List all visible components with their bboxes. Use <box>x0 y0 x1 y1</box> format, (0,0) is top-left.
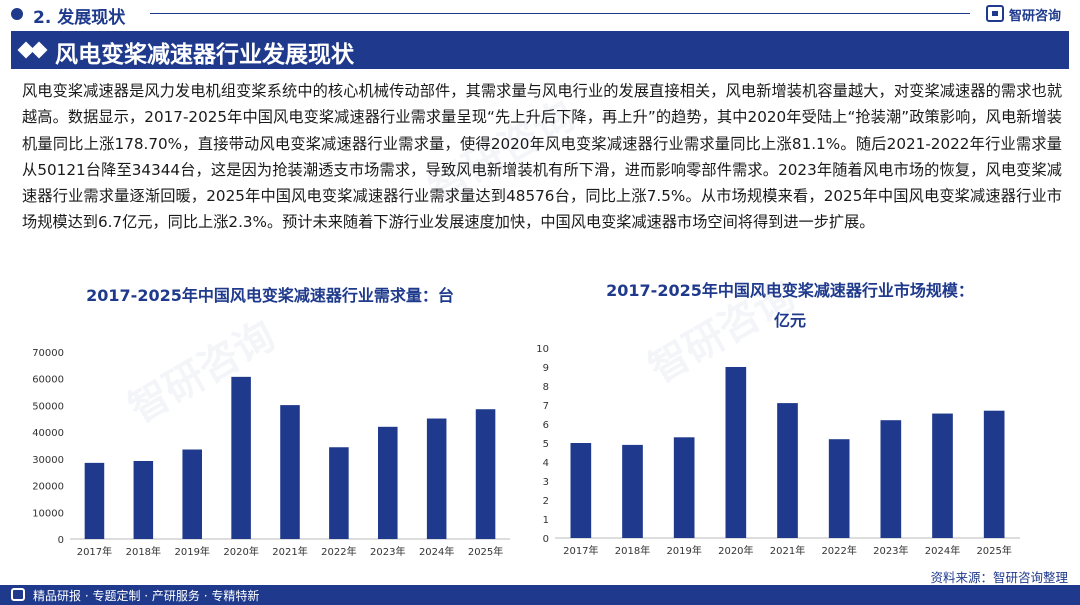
brand-logo-icon <box>986 5 1004 22</box>
demand-bar-chart: 0 10000 20000 30000 40000 50000 60000 70000 2017… <box>32 348 510 558</box>
y-tick-label: 8 <box>543 382 549 393</box>
bar-2017年 <box>570 443 592 538</box>
chart-title-market-size: 2017-2025年中国风电变桨减速器行业市场规模：亿元 <box>606 281 974 330</box>
bar-2024年 <box>426 418 447 539</box>
x-tick-label: 2024年 <box>419 545 454 558</box>
x-tick-label: 2020年 <box>718 544 753 557</box>
y-tick-label: 40000 <box>32 428 64 439</box>
y-tick-label: 10000 <box>32 508 64 519</box>
bar-2025年 <box>983 410 1005 538</box>
x-tick-label: 2017年 <box>563 544 598 557</box>
bar-2025年 <box>475 409 496 539</box>
x-tick-label: 2018年 <box>615 544 650 557</box>
y-tick-label: 0 <box>58 535 64 546</box>
section-dot-icon <box>11 8 23 20</box>
bar-2020年 <box>725 367 747 538</box>
y-tick-label: 70000 <box>32 348 64 359</box>
section-label: 2. 发展现状 <box>33 8 126 28</box>
y-tick-label: 10 <box>536 344 549 355</box>
bar-2019年 <box>182 449 202 539</box>
y-tick-label: 7 <box>543 401 549 412</box>
y-tick-label: 20000 <box>32 482 64 493</box>
y-tick-label: 50000 <box>32 401 64 412</box>
title-banner: 风电变桨减速器行业发展现状 <box>11 31 1069 69</box>
x-tick-label: 2025年 <box>468 545 503 558</box>
body-paragraph: 风电变桨减速器是风力发电机组变桨系统中的核心机械传动部件，其需求量与风电行业的发… <box>22 82 1062 232</box>
y-tick-label: 1 <box>543 515 549 526</box>
bar-2017年 <box>84 462 105 539</box>
x-tick-label: 2022年 <box>321 545 356 558</box>
y-tick-label: 6 <box>543 420 549 431</box>
top-bar: 2. 发展现状 智研咨询 <box>0 0 1080 28</box>
bar-2022年 <box>828 439 850 538</box>
x-tick-label: 2025年 <box>976 544 1011 557</box>
bar-2023年 <box>880 420 902 538</box>
x-tick-label: 2018年 <box>126 545 161 558</box>
y-tick-label: 3 <box>543 477 549 488</box>
x-tick-label: 2020年 <box>223 545 258 558</box>
y-tick-label: 5 <box>543 439 549 450</box>
footer-logo-icon <box>11 588 25 601</box>
y-tick-label: 9 <box>543 363 549 374</box>
y-tick-label: 2 <box>543 496 549 507</box>
x-tick-label: 2023年 <box>370 545 405 558</box>
bar-2022年 <box>329 447 349 539</box>
x-tick-label: 2022年 <box>821 544 856 557</box>
top-divider <box>150 13 970 14</box>
footer-bar: 精品研报 · 专题定制 · 产研服务 · 专精特新 <box>0 585 1080 605</box>
bar-2019年 <box>673 437 695 538</box>
x-tick-label: 2021年 <box>272 545 307 558</box>
brand-logo-text: 智研咨询 <box>1009 9 1062 24</box>
diamond-icon <box>17 41 50 59</box>
bar-2018年 <box>133 460 154 539</box>
x-tick-label: 2024年 <box>925 544 960 557</box>
bar-2020年 <box>231 376 251 539</box>
y-tick-label: 60000 <box>32 375 64 386</box>
y-tick-label: 0 <box>543 534 549 545</box>
bar-2018年 <box>622 444 643 538</box>
y-tick-label: 30000 <box>32 455 64 466</box>
x-tick-label: 2023年 <box>873 544 908 557</box>
x-tick-label: 2017年 <box>77 545 112 558</box>
page-title: 风电变桨减速器行业发展现状 <box>55 42 354 68</box>
chart-title-demand: 2017-2025年中国风电变桨减速器行业需求量：台 <box>86 286 454 305</box>
x-tick-label: 2019年 <box>666 544 701 557</box>
x-tick-label: 2019年 <box>174 545 209 558</box>
bar-2023年 <box>378 426 398 539</box>
bar-2024年 <box>932 413 953 538</box>
bar-2021年 <box>777 403 798 538</box>
footer-slogan: 精品研报 · 专题定制 · 产研服务 · 专精特新 <box>33 589 260 603</box>
y-tick-label: 4 <box>543 458 549 469</box>
x-tick-label: 2021年 <box>770 544 805 557</box>
brand-logo: 智研咨询 <box>986 3 1080 25</box>
bar-2021年 <box>280 405 300 539</box>
source-note: 资料来源：智研咨询整理 <box>930 570 1068 585</box>
market-size-bar-chart: 0 1 2 3 4 5 6 7 8 9 10 2017年 2018年 2019年 2020年 2021年 202… <box>536 344 1020 557</box>
